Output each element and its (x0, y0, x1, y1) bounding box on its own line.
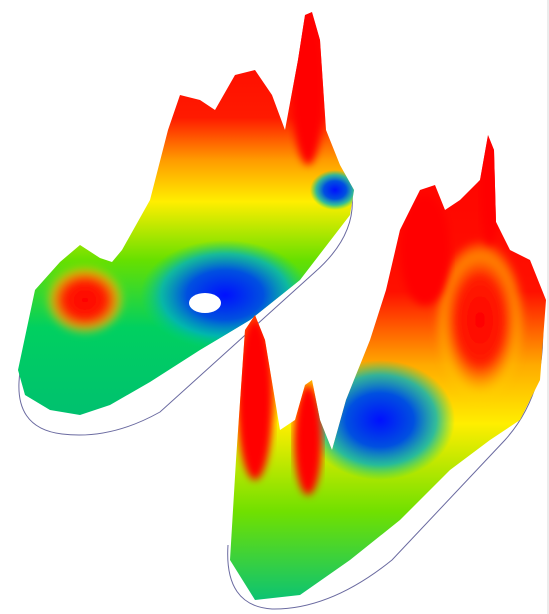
right-heel-peak-1 (237, 320, 273, 480)
left-hole (189, 293, 221, 313)
right-toe-peak (480, 135, 500, 245)
left-heel-high (45, 265, 125, 335)
left-foot-surface (0, 0, 360, 420)
right-arch-low (305, 360, 455, 480)
right-heel-peak-2 (294, 385, 322, 495)
left-toe-peak (292, 15, 324, 165)
right-forefoot-peak (400, 195, 450, 305)
pressure-map (0, 0, 549, 614)
page (0, 0, 549, 614)
